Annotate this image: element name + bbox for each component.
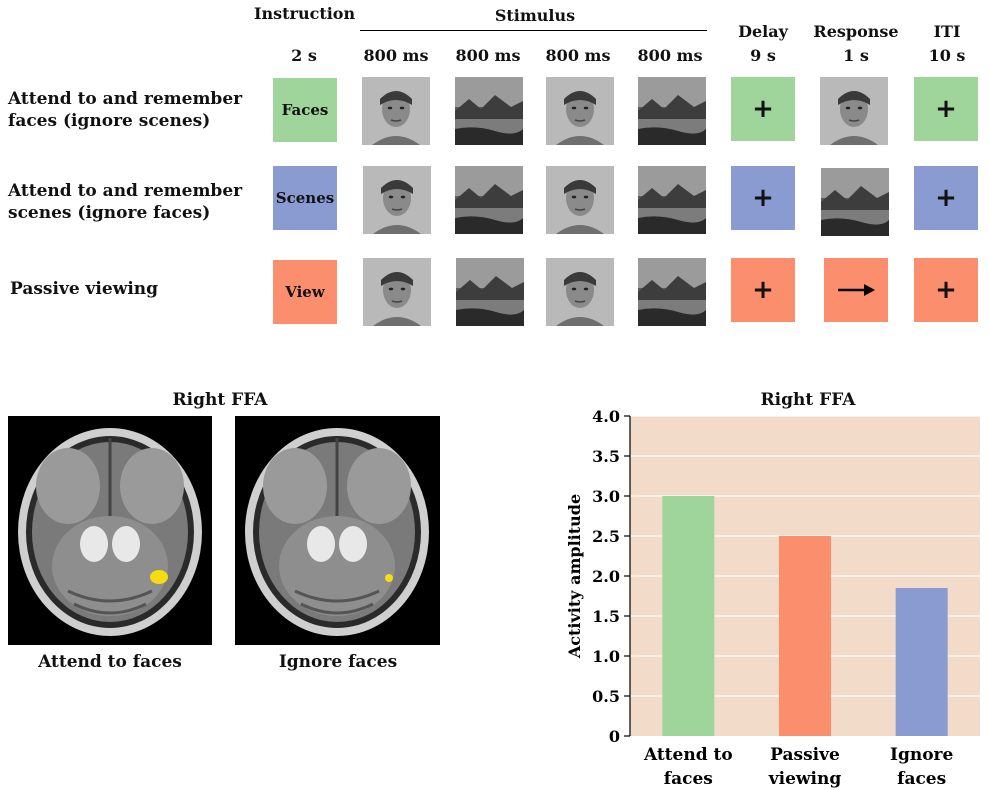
ffa-activation-spot — [385, 574, 393, 582]
delay-time: 9 s — [750, 46, 776, 65]
stimulus-face-2 — [546, 166, 614, 234]
x-tick-label: Passive — [770, 745, 840, 765]
fixation-cross: + — [935, 94, 957, 124]
condition-label-faces: Attend to and remember faces (ignore sce… — [8, 88, 242, 132]
stimulus-scene-1 — [455, 77, 523, 145]
bar-0 — [662, 496, 715, 736]
arrow-right-icon — [838, 284, 875, 296]
condition-label-passive: Passive viewing — [10, 278, 158, 300]
stimulus-face-1 — [363, 258, 431, 326]
cue-faces: Faces — [273, 78, 337, 142]
y-axis-label: Activity amplitude — [565, 494, 584, 659]
cue-view: View — [273, 260, 337, 324]
response-arrow — [824, 258, 888, 322]
condition-label-scenes: Attend to and remember scenes (ignore fa… — [8, 180, 242, 224]
delay-fixation: + — [731, 258, 795, 322]
stimulus-scene-2 — [638, 258, 706, 326]
x-tick-label: faces — [897, 769, 946, 789]
stimulus-face-1 — [362, 77, 430, 145]
response-time: 1 s — [843, 46, 869, 65]
delay-fixation: + — [731, 166, 795, 230]
condition-label-line1: Passive viewing — [10, 279, 159, 299]
stimulus-scene-1 — [456, 258, 524, 326]
stimulus-bracket-line — [360, 30, 707, 31]
fixation-cross: + — [752, 275, 774, 305]
chart-title: Right FFA — [760, 390, 856, 410]
y-tick-label: 2.0 — [592, 567, 620, 586]
stimulus-scene-2 — [638, 77, 706, 145]
fixation-cross: + — [935, 275, 957, 305]
brain-scan-attend — [8, 416, 212, 645]
instruction-header: Instruction — [254, 4, 356, 23]
y-tick-label: 1.5 — [592, 607, 620, 626]
brain-caption-ignore: Ignore faces — [278, 652, 398, 672]
brain-scan-ignore — [235, 416, 440, 645]
stimulus-time-2: 800 ms — [455, 46, 521, 65]
iti-fixation: + — [914, 258, 978, 322]
response-face — [820, 77, 888, 145]
fixation-cross: + — [752, 183, 774, 213]
x-tick-label: faces — [664, 769, 713, 789]
iti-time: 10 s — [928, 46, 966, 65]
delay-fixation: + — [731, 77, 795, 141]
stimulus-face-2 — [546, 77, 614, 145]
stimulus-time-3: 800 ms — [545, 46, 611, 65]
condition-label-line1: Attend to and remember — [8, 89, 243, 109]
condition-label-line1: Attend to and remember — [8, 181, 243, 201]
bar-2 — [895, 588, 948, 736]
delay-header: Delay — [738, 22, 788, 41]
stimulus-header: Stimulus — [494, 6, 576, 25]
ffa-activation-spot — [150, 570, 168, 584]
brain-caption-attend: Attend to faces — [38, 652, 182, 672]
bar-1 — [779, 536, 831, 736]
brain-title: Right FFA — [172, 390, 268, 410]
stimulus-face-1 — [363, 166, 431, 234]
stimulus-scene-2 — [638, 166, 706, 234]
stimulus-time-1: 800 ms — [363, 46, 429, 65]
response-scene — [821, 168, 889, 236]
condition-label-line2: faces (ignore scenes) — [8, 111, 211, 131]
y-tick-label: 3.5 — [592, 447, 620, 466]
y-tick-label: 1.0 — [592, 647, 620, 666]
y-tick-label: 3.0 — [592, 487, 620, 506]
stimulus-scene-1 — [455, 166, 523, 234]
y-tick-label: 4.0 — [592, 408, 620, 426]
iti-fixation: + — [914, 166, 978, 230]
y-tick-label: 0 — [609, 727, 620, 746]
instruction-time: 2 s — [291, 46, 317, 65]
iti-fixation: + — [914, 77, 978, 141]
bar-chart: 0 0.5 1.0 1.5 2.0 2.5 3.0 3.5 4.0 Activity amplit… — [565, 408, 980, 789]
stimulus-face-2 — [546, 258, 614, 326]
stimulus-time-4: 800 ms — [637, 46, 703, 65]
response-header: Response — [813, 22, 899, 41]
fixation-cross: + — [935, 183, 957, 213]
x-tick-label: viewing — [768, 769, 842, 789]
x-tick-label: Ignore — [890, 745, 953, 765]
iti-header: ITI — [933, 22, 961, 41]
condition-label-line2: scenes (ignore faces) — [8, 203, 211, 223]
cue-scenes: Scenes — [273, 166, 337, 230]
y-tick-label: 2.5 — [592, 527, 620, 546]
x-tick-label: Attend to — [643, 745, 733, 765]
y-tick-label: 0.5 — [592, 687, 620, 706]
fixation-cross: + — [752, 94, 774, 124]
